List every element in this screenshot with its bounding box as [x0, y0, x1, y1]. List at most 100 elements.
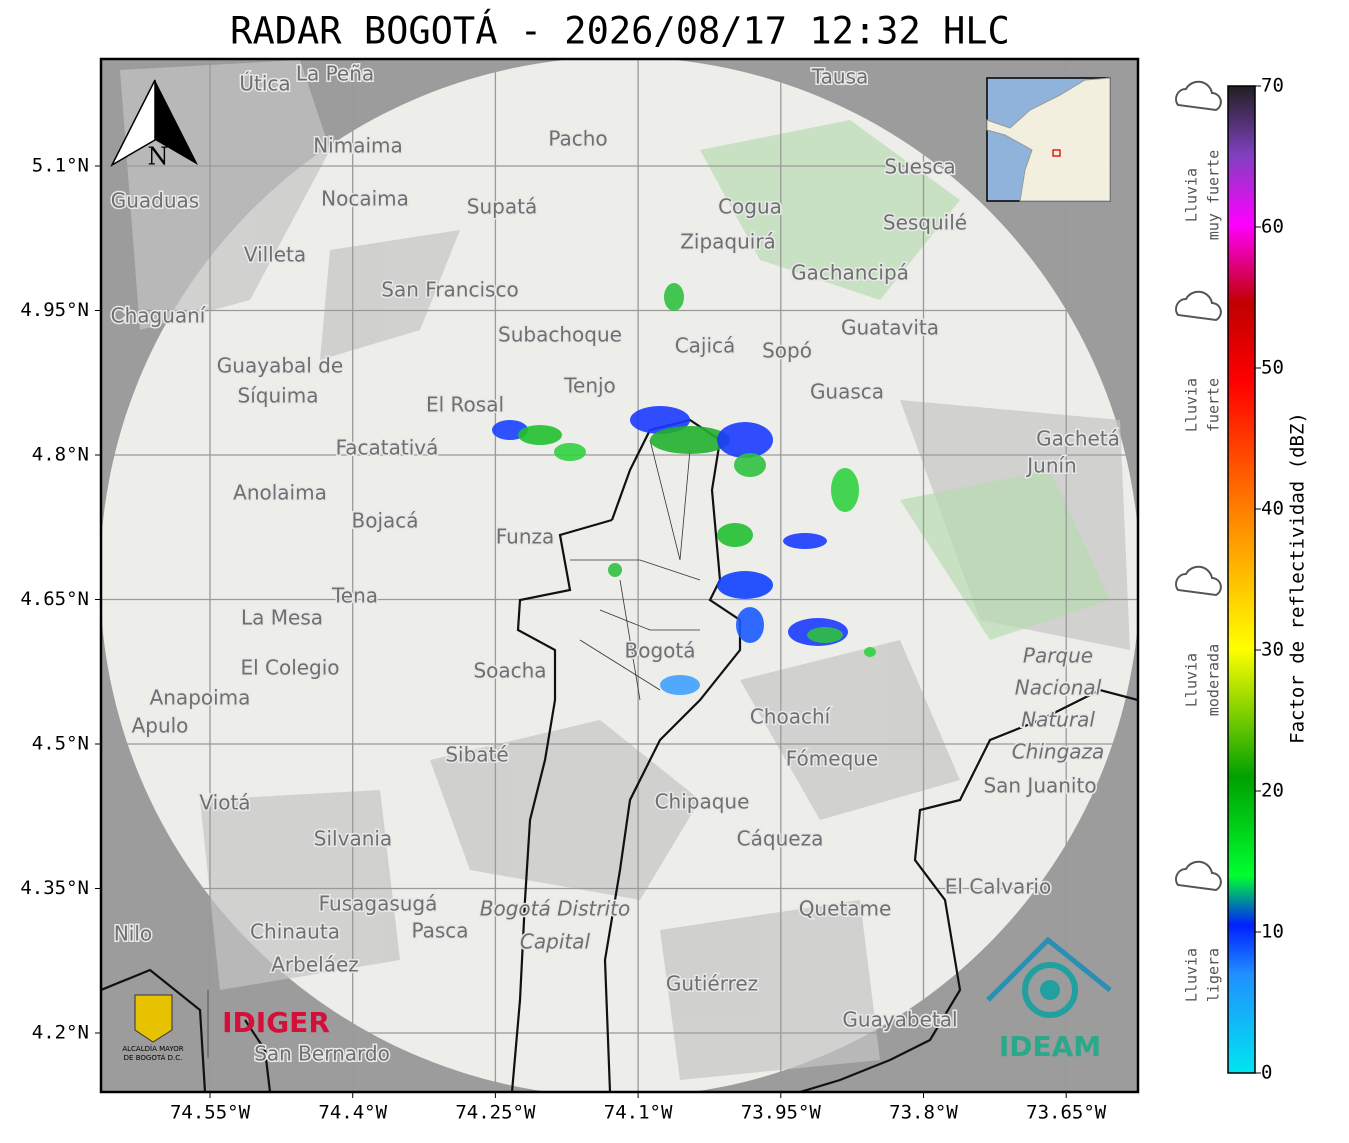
place-label: Silvania — [314, 827, 392, 851]
place-label: Chaguaní — [111, 304, 207, 328]
idiger-logo: IDIGER — [222, 1006, 330, 1039]
district-label: Capital — [520, 930, 591, 954]
place-label: Junín — [1025, 454, 1076, 478]
cloud-icon — [1175, 565, 1222, 597]
lat-label: 4.95°N — [20, 299, 89, 321]
ideam-logo: IDEAM — [999, 1030, 1101, 1063]
place-label: San Francisco — [381, 278, 518, 302]
place-label: Útica — [239, 72, 290, 96]
logo-ideam: IDEAM — [986, 936, 1112, 1063]
place-label: Guasca — [810, 380, 884, 404]
echo — [608, 563, 622, 577]
cloud-icon — [1175, 290, 1222, 322]
place-label: El Rosal — [426, 393, 504, 417]
logo-alcaldia: ALCALDÍA MAYOR DE BOGOTÁ D.C. IDIGER — [122, 990, 330, 1062]
place-label: Tausa — [811, 65, 869, 89]
lat-label: 4.5°N — [32, 733, 89, 755]
echo — [660, 675, 700, 695]
lat-label: 4.2°N — [32, 1022, 89, 1044]
echo — [783, 533, 827, 549]
place-label: Fusagasugá — [319, 892, 438, 916]
rain-level-label: Lluvia — [1183, 653, 1201, 707]
place-label: Guayabetal — [842, 1008, 957, 1032]
lon-label: 74.55°W — [170, 1102, 251, 1124]
place-label: Supatá — [467, 195, 537, 219]
place-label: Chipaque — [655, 790, 750, 814]
place-label: Cajicá — [675, 334, 736, 358]
place-label: Facatativá — [336, 436, 439, 460]
park-label: Nacional — [1015, 676, 1102, 700]
district-label: Bogotá Distrito — [480, 897, 630, 921]
place-label: Arbeláez — [271, 953, 359, 977]
north-label: N — [148, 143, 169, 171]
park-label: Natural — [1021, 708, 1095, 732]
place-label: Zipaquirá — [680, 230, 776, 254]
place-label: La Peña — [296, 62, 374, 86]
echo — [518, 425, 562, 445]
place-label: Guatavita — [841, 316, 939, 340]
inset-map — [986, 77, 1111, 202]
north-arrow: N — [110, 79, 198, 171]
place-label: Chinauta — [250, 920, 340, 944]
alcaldia-line: DE BOGOTÁ D.C. — [124, 1053, 183, 1062]
lon-label: 74.4°W — [318, 1102, 387, 1124]
colorbar-tick-label: 10 — [1261, 921, 1284, 943]
place-label: Cáqueza — [737, 827, 824, 851]
place-label: Tenjo — [563, 374, 616, 398]
place-label: Guayabal de — [217, 354, 343, 378]
colorbar-tick-label: 50 — [1261, 357, 1284, 379]
place-label: Suesca — [884, 155, 955, 179]
lat-label: 4.35°N — [20, 877, 89, 899]
alcaldia-line: ALCALDÍA MAYOR — [122, 1044, 183, 1053]
lon-label: 73.8°W — [889, 1102, 958, 1124]
place-label: Bogotá — [625, 639, 696, 663]
place-label: Sopó — [762, 339, 812, 363]
colorbar-tick-label: 70 — [1261, 75, 1284, 97]
rain-level-label: ligera — [1205, 948, 1223, 1002]
place-label: Nimaima — [313, 134, 403, 158]
echo — [717, 422, 773, 458]
forest — [700, 120, 1110, 640]
echo — [807, 627, 843, 643]
rain-level-label: moderada — [1205, 644, 1223, 716]
radar-echoes — [492, 283, 876, 695]
echo — [864, 647, 876, 657]
place-label: Nocaima — [321, 187, 409, 211]
rain-level-label: Lluvia — [1183, 378, 1201, 432]
place-label: Funza — [496, 525, 555, 549]
place-label: Nilo — [114, 922, 152, 946]
place-label: Cogua — [718, 195, 782, 219]
rain-level-label: Lluvia — [1183, 168, 1201, 222]
place-label: Gachancipá — [791, 261, 909, 285]
place-label: San Bernardo — [254, 1042, 390, 1066]
place-label: Gutiérrez — [666, 972, 758, 996]
place-label: Bojacá — [351, 509, 418, 533]
place-label: Apulo — [132, 714, 189, 738]
place-label: El Colegio — [240, 656, 339, 680]
rain-level-label: Lluvia — [1183, 948, 1201, 1002]
echo — [630, 406, 690, 434]
place-label: Pasca — [411, 919, 468, 943]
colorbar-tick-label: 0 — [1261, 1062, 1272, 1084]
lat-label: 4.65°N — [20, 588, 89, 610]
place-label: El Calvario — [945, 875, 1051, 899]
place-label: Soacha — [473, 659, 546, 683]
cloud-icon — [1175, 860, 1222, 892]
echo — [831, 468, 859, 512]
park-label: Parque — [1023, 644, 1093, 668]
cloud-icon — [1175, 80, 1222, 112]
map-frame — [99, 57, 1140, 1094]
place-label: San Juanito — [983, 774, 1096, 798]
place-label: Tena — [331, 584, 378, 608]
lon-label: 74.1°W — [604, 1102, 673, 1124]
rain-level-label: fuerte — [1205, 378, 1223, 432]
lat-label: 5.1°N — [32, 155, 89, 177]
title: RADAR BOGOTÁ - 2026/08/17 12:32 HLC — [230, 9, 1010, 53]
colorbar-tick-label: 40 — [1261, 498, 1284, 520]
graticule — [101, 59, 1138, 1092]
colorbar-tick-label: 30 — [1261, 639, 1284, 661]
place-label: La Mesa — [241, 606, 323, 630]
